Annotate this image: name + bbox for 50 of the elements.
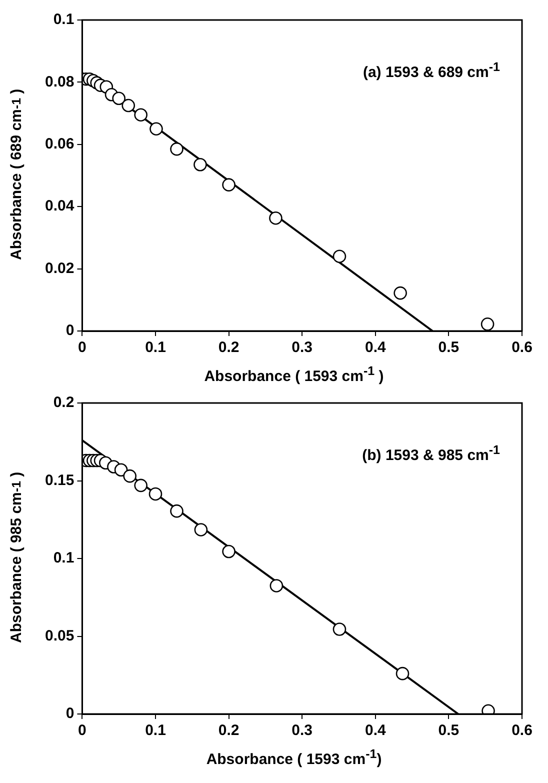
x-axis-title: Absorbance ( 1593 cm$^{-1}$): [205, 747, 383, 768]
annotation: (a) 1593 & 689 cm$^{-1}$: [362, 60, 500, 81]
x-tick-label: 0.3: [292, 722, 313, 740]
y-tick-label: 0.02: [44, 260, 74, 277]
x-tick-label: 0.5: [438, 722, 460, 740]
x-tick-label: 0.3: [292, 339, 313, 356]
point: [480, 318, 494, 331]
x-tick-label: 0.2: [218, 722, 240, 740]
point: [396, 666, 410, 680]
y-tick-label: 0.15: [44, 472, 74, 489]
x-tick-label: 0.1: [145, 722, 166, 740]
point: [112, 92, 126, 106]
point: [170, 504, 184, 518]
point: [123, 469, 136, 483]
x-tick-label: 0.1: [145, 339, 166, 356]
point: [332, 250, 346, 264]
y-tick-label: 0.06: [44, 136, 74, 153]
x-axis-title: Absorbance ( 1593 cm$^{-1}$ ): [203, 364, 385, 385]
x-tick-label: 0: [78, 339, 86, 356]
point: [332, 622, 346, 636]
x-tick-label: 0.5: [438, 339, 460, 356]
point: [269, 211, 282, 225]
point: [394, 286, 407, 300]
x-tick-label: 0.6: [512, 722, 532, 740]
point: [194, 158, 207, 172]
y-tick-label: 0.08: [44, 73, 74, 90]
x-tick-label: 0: [78, 722, 86, 740]
y-tick-label: 0.1: [53, 550, 74, 567]
y-tick-label: 0.1: [53, 11, 74, 28]
point: [222, 178, 236, 192]
point: [194, 523, 208, 536]
point: [222, 544, 236, 558]
point: [270, 579, 284, 592]
x-tick-label: 0.4: [364, 339, 386, 356]
point: [134, 478, 148, 492]
point: [148, 487, 162, 501]
point: [114, 463, 128, 477]
x-tick-label: 0.2: [218, 339, 240, 356]
y-tick-label: 0.04: [44, 198, 75, 215]
y-tick-label: 0: [66, 705, 74, 722]
x-tick-label: 0.6: [512, 339, 532, 356]
point: [150, 122, 163, 136]
y-tick-label: 0: [66, 322, 74, 340]
y-tick-label: 0.05: [44, 627, 74, 644]
point: [170, 142, 184, 156]
x-tick-label: 0.4: [364, 722, 386, 740]
point: [122, 98, 136, 112]
annotation: (b) 1593 & 985 cm$^{-1}$: [362, 443, 500, 464]
y-tick-label: 0.2: [53, 394, 74, 412]
point: [134, 108, 148, 122]
